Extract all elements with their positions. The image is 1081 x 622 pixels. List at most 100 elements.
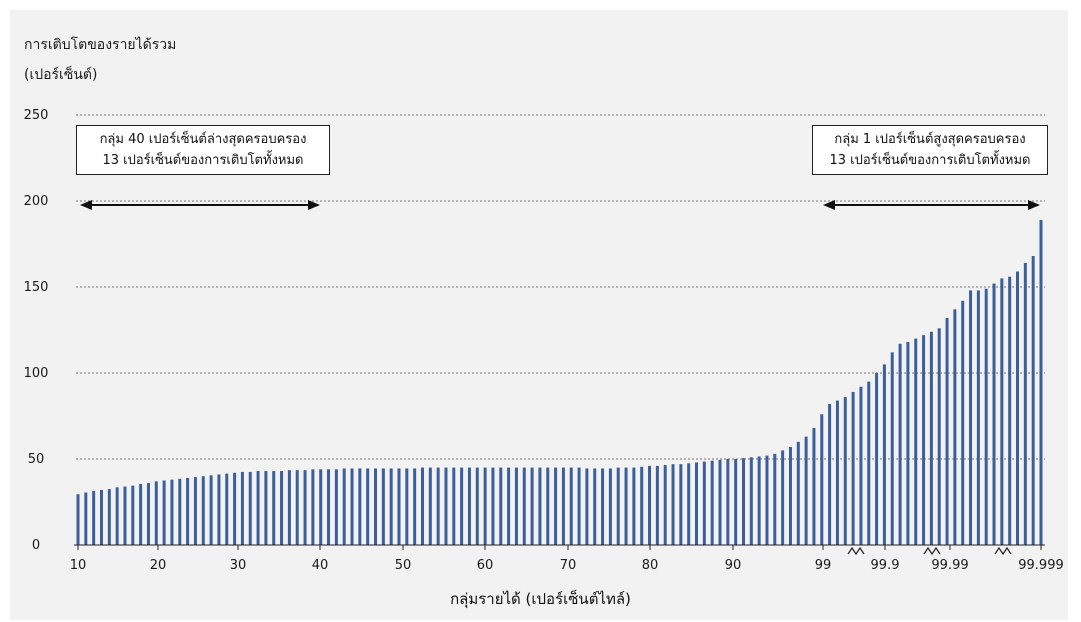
bar-66 (593, 468, 597, 545)
bottom-40-span-arrow-left-head (80, 200, 92, 210)
bar-80 (702, 461, 706, 545)
bar-28 (295, 470, 299, 545)
y-axis-title-line1: การเติบโตของรายได้รวม (24, 37, 177, 53)
bar-86 (749, 457, 753, 545)
bar-56 (514, 467, 518, 545)
y-tick-label-100: 100 (24, 366, 49, 381)
bar-1 (84, 492, 88, 545)
axis-break-icon-0 (847, 546, 865, 556)
bar-88 (765, 455, 769, 545)
bar-14 (186, 477, 190, 545)
bar-92 (796, 441, 800, 545)
bar-122 (1031, 256, 1035, 545)
bottom-40-annotation-line2: 13 เปอร์เซ็นต์ของการเติบโตทั้งหมด (102, 153, 304, 168)
bar-68 (608, 468, 612, 545)
x-tick-label-0: 10 (70, 558, 87, 573)
bar-107 (914, 338, 918, 545)
bar-76 (671, 464, 675, 545)
bar-51 (475, 467, 479, 545)
bar-87 (757, 456, 761, 545)
bar-98 (843, 397, 847, 545)
bar-65 (585, 468, 589, 545)
bar-58 (530, 467, 534, 545)
bar-119 (1008, 276, 1012, 545)
bar-50 (467, 467, 471, 545)
bottom-40-annotation-line1: กลุ่ม 40 เปอร์เซ็นต์ล่างสุดครอบครอง (99, 132, 307, 147)
bar-113 (961, 300, 965, 545)
bar-15 (193, 477, 197, 545)
bar-21 (240, 471, 244, 545)
top-1-annotation-box: กลุ่ม 1 เปอร์เซ็นต์สูงสุดครอบครอง 13 เปอ… (812, 125, 1048, 175)
bar-9 (146, 483, 150, 545)
y-tick-label-50: 50 (28, 452, 45, 467)
x-axis-title: กลุ่มรายได้ (เปอร์เซ็นต์ไทล์) (450, 590, 631, 608)
axis-break-icon-1 (923, 546, 941, 556)
bar-54 (499, 467, 503, 545)
bar-36 (358, 468, 362, 545)
bottom-40-span-arrow-right-head (308, 200, 320, 210)
bar-69 (616, 467, 620, 545)
bar-33 (334, 469, 338, 545)
bar-100 (859, 386, 863, 545)
bar-85 (741, 458, 745, 545)
bar-0 (76, 494, 80, 545)
bar-5 (115, 487, 119, 545)
bar-93 (804, 436, 808, 545)
bar-22 (248, 471, 252, 545)
bar-17 (209, 475, 213, 545)
bar-64 (577, 467, 581, 545)
bar-118 (1000, 278, 1004, 545)
top-1-annotation-line1: กลุ่ม 1 เปอร์เซ็นต์สูงสุดครอบครอง (834, 132, 1026, 147)
bar-104 (890, 352, 894, 545)
bar-19 (225, 473, 229, 545)
bar-42 (405, 468, 409, 545)
top-1-span-arrow-right-head (1028, 200, 1040, 210)
x-tick-label-10: 99.9 (871, 558, 900, 573)
bar-30 (311, 469, 315, 545)
bar-32 (327, 469, 331, 545)
bar-114 (969, 290, 973, 545)
x-tick-label-11: 99.99 (931, 558, 968, 573)
bar-83 (726, 459, 730, 545)
bar-117 (992, 283, 996, 545)
x-tick-label-5: 60 (477, 558, 494, 573)
bar-60 (546, 467, 550, 545)
bar-34 (342, 468, 346, 545)
bar-72 (640, 466, 644, 545)
bar-11 (162, 480, 166, 545)
bar-3 (99, 489, 103, 545)
bar-111 (945, 317, 949, 545)
bar-112 (953, 309, 957, 545)
bar-2 (92, 490, 96, 545)
y-tick-label-150: 150 (24, 280, 49, 295)
bar-7 (131, 485, 135, 545)
bar-67 (601, 468, 605, 545)
bar-43 (413, 468, 417, 545)
bar-49 (460, 467, 464, 545)
bar-48 (452, 467, 456, 545)
x-tick-label-4: 50 (395, 558, 412, 573)
bar-96 (828, 403, 832, 545)
x-tick-label-3: 40 (312, 558, 329, 573)
bar-4 (107, 489, 111, 545)
bar-8 (139, 483, 143, 545)
bar-90 (781, 450, 785, 545)
bar-55 (507, 467, 511, 545)
bar-26 (280, 471, 284, 545)
bar-20 (233, 472, 237, 545)
bar-102 (875, 373, 879, 545)
bar-101 (867, 381, 871, 545)
x-tick-label-12: 99.999 (1018, 558, 1064, 573)
bar-6 (123, 486, 127, 545)
bar-37 (366, 468, 370, 545)
bar-110 (937, 328, 941, 545)
bar-25 (272, 471, 276, 545)
bar-13 (178, 478, 182, 545)
bar-16 (201, 476, 205, 545)
axis-break-icon-2 (994, 546, 1012, 556)
bar-79 (695, 462, 699, 545)
y-axis-title-line2: (เปอร์เซ็นต์) (24, 67, 98, 83)
bar-75 (663, 465, 667, 545)
bar-29 (303, 470, 307, 545)
bar-74 (655, 465, 659, 545)
